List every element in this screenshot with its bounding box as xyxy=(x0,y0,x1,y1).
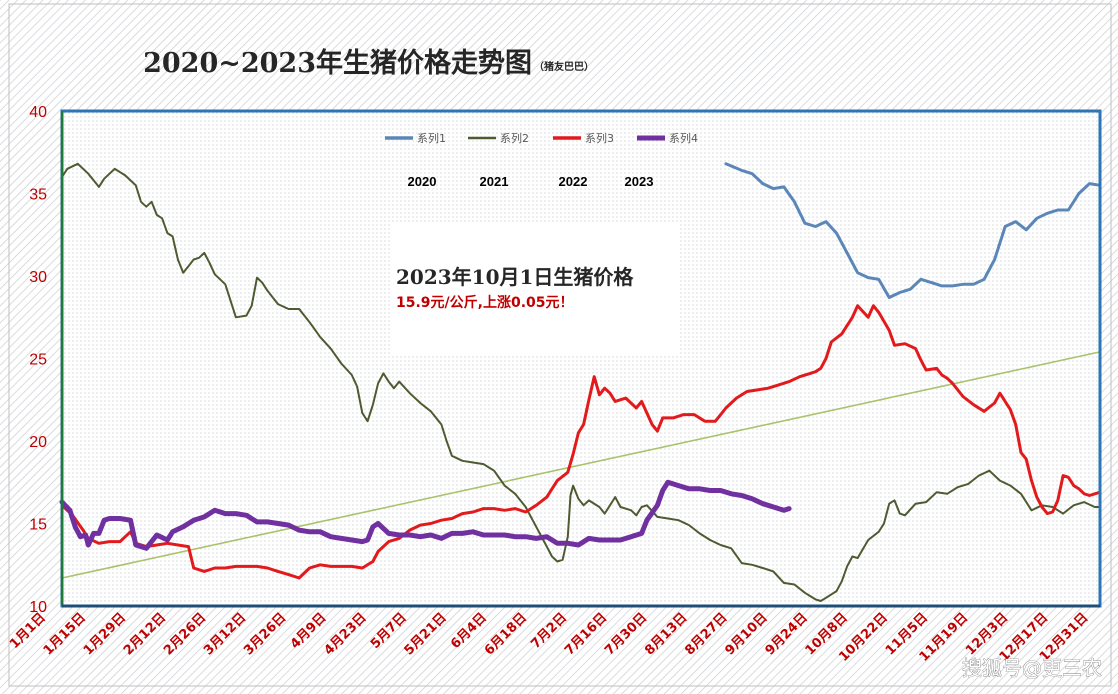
series-line-4 xyxy=(59,479,792,551)
annotation-box xyxy=(390,222,680,354)
y-tick-label: 10 xyxy=(29,599,47,616)
legend-label: 系列4 xyxy=(669,131,698,145)
legend-label: 系列1 xyxy=(417,131,446,145)
year-label-2022: 2022 xyxy=(559,174,588,189)
watermark-text: 搜狐号@更三农 xyxy=(962,656,1102,680)
chart-frame xyxy=(8,3,1112,687)
series-line-2 xyxy=(61,162,1101,602)
annotation-headline: 2023年10月1日生猪价格 xyxy=(396,265,634,289)
annotation-detail: 15.9元/公斤,上涨0.05元！ xyxy=(396,294,574,311)
y-tick-label: 20 xyxy=(29,434,47,451)
year-label-2023: 2023 xyxy=(625,174,654,189)
series-group xyxy=(59,162,1102,602)
year-label-2021: 2021 xyxy=(480,174,509,189)
chart-subtitle: （猪友巴巴） xyxy=(534,60,594,73)
chart-title: 2020~2023年生猪价格走势图 xyxy=(143,47,532,79)
legend-label: 系列2 xyxy=(500,131,529,145)
y-axis: 10 15 20 25 30 35 40 xyxy=(29,104,47,616)
series-line-3 xyxy=(60,304,1102,580)
legend-label: 系列3 xyxy=(585,131,614,145)
y-tick-label: 35 xyxy=(29,187,47,204)
legend: 系列1 系列2 系列3 系列4 xyxy=(385,131,698,145)
y-tick-label: 40 xyxy=(29,104,47,121)
y-tick-label: 15 xyxy=(29,517,47,534)
plot-area xyxy=(62,111,1100,606)
year-labels: 2020 2021 2022 2023 xyxy=(408,174,654,189)
y-tick-label: 25 xyxy=(29,352,47,369)
series-line-1 xyxy=(724,162,1102,299)
y-tick-label: 30 xyxy=(29,269,47,286)
year-label-2020: 2020 xyxy=(408,174,437,189)
trend-line xyxy=(61,351,1101,579)
